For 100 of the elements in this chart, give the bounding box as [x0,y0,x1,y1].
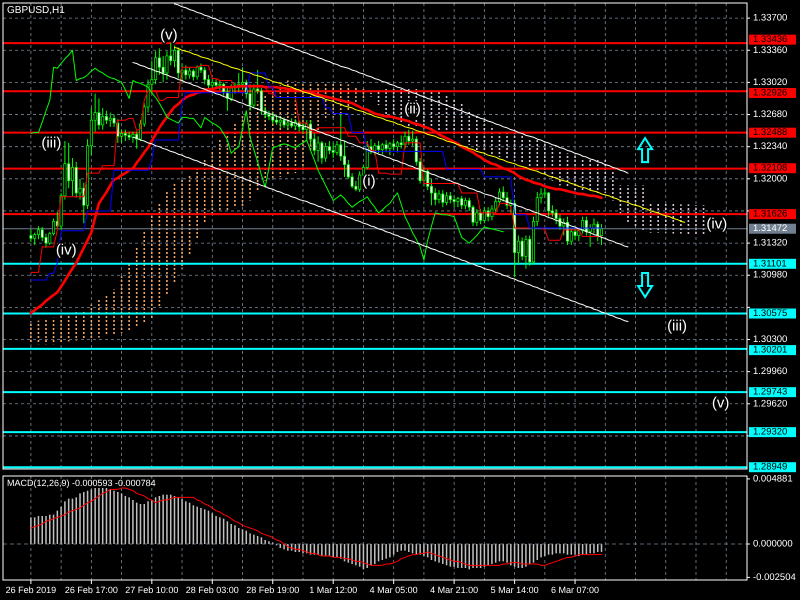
y-tick-label: 1.33360 [753,44,788,56]
x-tick-label: 1 Mar 12:00 [309,585,358,595]
x-tick-label: 27 Feb 10:00 [125,585,178,595]
candlestick [445,192,448,206]
annotation: (iv) [706,215,728,232]
candlestick [547,192,550,218]
candlestick [131,131,134,144]
candlestick [438,190,440,204]
candlestick [328,140,331,155]
ref-line-label: 1.31626 [753,208,788,220]
candlestick [554,208,558,225]
ref-line-label: 1.32488 [753,127,788,138]
candlestick [482,206,486,224]
ref-line-label: 1.29320 [753,426,788,438]
candlestick [282,116,286,128]
annotation: (v) [160,26,178,44]
candlestick [320,140,324,164]
candlestick [241,66,244,90]
line-series [30,488,602,566]
annotation: (v) [712,394,730,412]
x-tick-label: 28 Feb 03:00 [186,585,239,595]
y-tick-label: 0.000000 [753,538,793,550]
candlestick [286,120,290,130]
candlestick [290,118,294,128]
x-tick-label: 5 Mar 14:00 [490,585,539,595]
candlestick [36,226,40,240]
candlestick [301,122,304,134]
y-tick-label: 1.30980 [753,270,788,281]
candlestick [520,236,524,261]
y-tick-label: 1.33700 [753,12,788,24]
candlestick [456,196,460,208]
candlestick [101,107,104,130]
candlestick [400,134,403,150]
candlestick [267,110,270,121]
candlestick [124,129,127,142]
ref-line-label: 1.30575 [753,308,788,320]
y-tick-label: 1.29960 [753,366,788,378]
ref-line-label: 1.28949 [753,462,788,473]
ref-line-label: 1.33436 [753,34,788,46]
candlestick [324,142,328,162]
annotation: (ii) [404,100,421,118]
candlestick [40,226,44,242]
candlestick [524,235,528,270]
candlestick [260,88,263,116]
ref-line-label: 1.31472 [753,223,788,234]
y-tick-label: 1.30300 [753,334,788,346]
y-tick-label: -0.002504 [753,572,796,583]
candlestick [479,208,482,225]
ref-line-label: 1.29743 [753,386,788,398]
candlestick [203,66,206,85]
candlestick [104,110,108,124]
line-series [30,50,504,261]
candlestick [384,140,388,153]
y-tick-label: 1.32340 [753,141,788,152]
candlestick [278,116,282,128]
chart-title: MACD(12,26,9) -0.000593 -0.000784 [7,478,156,488]
candlestick [184,64,188,80]
candlestick [464,197,467,210]
candlestick [316,136,320,162]
x-tick-label: 4 Mar 05:00 [370,585,418,595]
candlestick [29,228,32,243]
candlestick [70,158,74,196]
candlestick [97,98,100,130]
line-series [174,46,686,223]
candlestick [460,195,464,210]
y-tick-label: 1.31320 [753,238,788,249]
candlestick [475,208,478,227]
y-tick-label: 1.29620 [753,398,788,410]
ref-line-label: 1.30201 [753,344,788,356]
ref-line-label: 1.32108 [753,162,788,174]
y-tick-label: 1.33020 [753,76,788,88]
candlestick [574,226,577,241]
candlestick [448,192,452,204]
x-tick-label: 4 Mar 21:00 [430,585,478,595]
ref-line-label: 1.31101 [753,258,787,270]
y-tick-label: 1.32000 [753,173,788,184]
candlestick [380,142,384,155]
candlestick [275,114,278,126]
x-tick-label: 28 Feb 19:00 [246,585,300,595]
x-tick-label: 26 Feb 2019 [6,585,56,595]
candlestick [33,232,36,246]
x-tick-label: 26 Feb 17:00 [64,585,118,595]
y-tick-label: 0.004881 [753,473,793,484]
candlestick [248,84,252,112]
candlestick [373,142,376,156]
candlestick [207,74,210,89]
candlestick [407,129,410,146]
x-tick-label: 6 Mar 07:00 [551,585,600,595]
chart-title: GBPUSD,H1 [7,5,66,16]
candlestick [388,141,392,156]
candlestick [377,140,380,154]
annotation: (iii) [667,317,688,334]
candlestick [44,233,48,248]
candlestick [358,170,362,193]
annotation: (iii) [41,134,62,152]
ref-line-label: 1.32926 [753,88,788,98]
candlestick [441,190,444,208]
candlestick [332,142,335,159]
candlestick [188,66,192,80]
candlestick [196,64,199,80]
